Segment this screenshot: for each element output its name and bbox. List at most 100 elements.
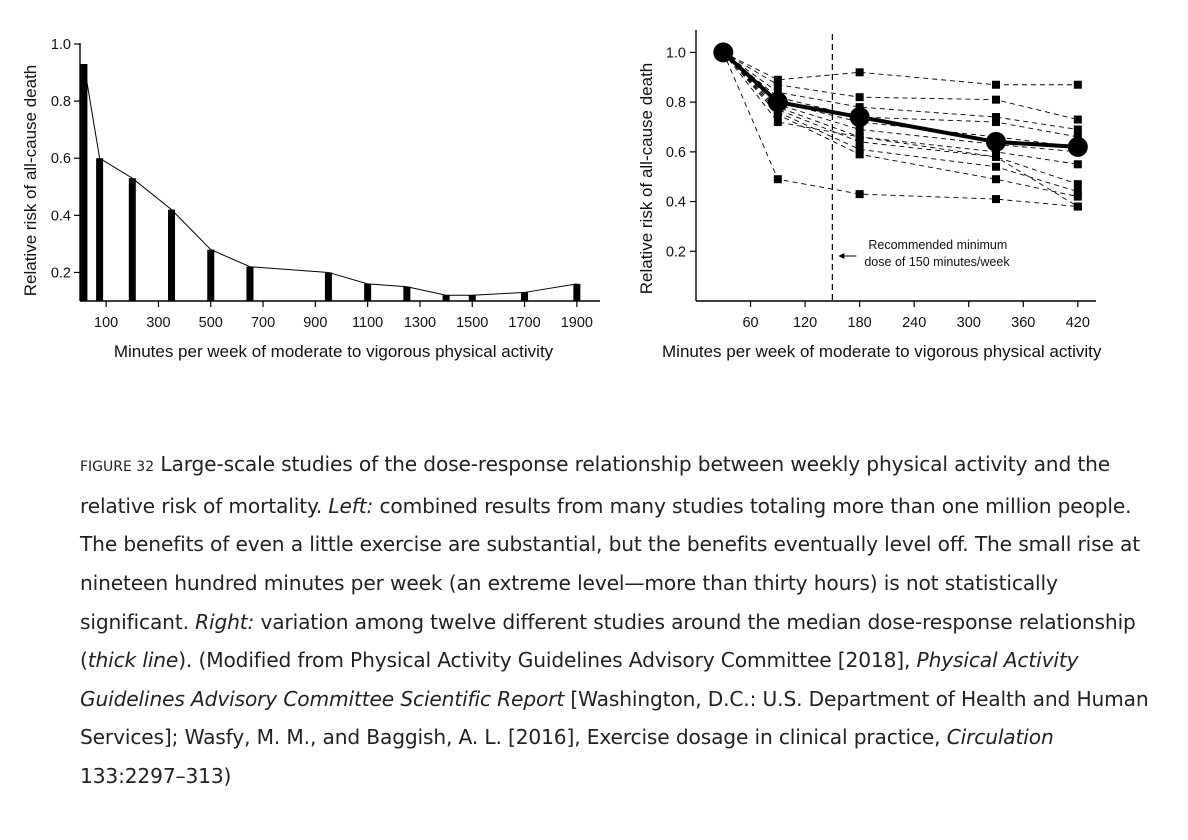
median-point bbox=[767, 92, 788, 113]
annotation-text: dose of 150 minutes/week bbox=[864, 255, 1010, 269]
study-line bbox=[722, 52, 1078, 207]
caption-text: ). (Modified from Physical Activity Guid… bbox=[178, 648, 917, 673]
bar bbox=[468, 295, 476, 301]
study-point bbox=[1073, 160, 1082, 169]
x-tick-label: 1500 bbox=[456, 315, 488, 331]
bar bbox=[246, 266, 254, 301]
study-point bbox=[1073, 180, 1082, 189]
study-point bbox=[992, 152, 1000, 161]
study-point bbox=[992, 118, 1000, 127]
study-point bbox=[1073, 125, 1082, 134]
bar bbox=[521, 292, 529, 301]
study-point bbox=[855, 150, 864, 159]
x-axis-label: Minutes per week of moderate to vigorous… bbox=[662, 342, 1102, 361]
study-point bbox=[1073, 187, 1082, 196]
median-point bbox=[986, 131, 1006, 152]
study-point bbox=[855, 132, 864, 141]
caption-text: variation among twelve different studies… bbox=[80, 609, 1136, 673]
x-tick-label: 180 bbox=[848, 315, 872, 331]
study-point bbox=[855, 145, 864, 154]
caption-italic-text: Physical Activity Guidelines Advisory Co… bbox=[80, 648, 1079, 711]
study-point bbox=[773, 80, 782, 89]
study-point bbox=[992, 195, 1000, 204]
study-point bbox=[855, 137, 864, 146]
caption-text: combined results from many studies total… bbox=[80, 493, 1140, 634]
x-tick-label: 300 bbox=[957, 315, 981, 331]
y-tick-label: 0.8 bbox=[51, 94, 71, 110]
x-tick-label: 420 bbox=[1066, 315, 1090, 331]
x-tick-label: 500 bbox=[199, 315, 223, 331]
study-point bbox=[1073, 80, 1082, 89]
caption-italic-text: Right: bbox=[195, 609, 255, 634]
x-tick-label: 60 bbox=[742, 315, 758, 331]
x-tick-label: 1300 bbox=[404, 315, 436, 331]
x-tick-label: 1900 bbox=[561, 315, 593, 331]
y-axis-label: Relative risk of all-cause death bbox=[637, 63, 656, 295]
x-tick-label: 1700 bbox=[508, 315, 540, 331]
study-point bbox=[992, 113, 1000, 122]
study-point bbox=[992, 162, 1000, 171]
figure-number: FIGURE 32 bbox=[80, 459, 155, 476]
bar bbox=[80, 63, 88, 301]
y-tick-label: 0.6 bbox=[666, 145, 686, 161]
x-tick-label: 900 bbox=[303, 315, 327, 331]
caption-italic-text: thick line bbox=[87, 648, 179, 673]
study-point bbox=[992, 95, 1000, 104]
chart-left: 0.2 0.4 0.6 0.8 1.0 100 300 500 700 900 1100 1300 15… bbox=[21, 37, 600, 361]
figure-caption: FIGURE 32 Large-scale studies of the dos… bbox=[80, 445, 1150, 795]
x-axis-label: Minutes per week of moderate to vigorous… bbox=[114, 342, 554, 361]
y-tick-label: 0.8 bbox=[666, 95, 686, 111]
y-tick-label: 0.4 bbox=[51, 208, 71, 224]
y-tick-label: 0.4 bbox=[666, 195, 686, 211]
study-line bbox=[723, 52, 1078, 130]
study-point bbox=[773, 110, 782, 119]
bar bbox=[573, 283, 581, 301]
bar bbox=[364, 283, 372, 301]
bar bbox=[168, 209, 176, 301]
chart-right: 0.2 0.4 0.6 0.8 1.0 60 120 180 240 300 360 420 Minut… bbox=[637, 30, 1102, 361]
study-point bbox=[1073, 192, 1082, 201]
median-point bbox=[849, 107, 870, 128]
study-line bbox=[722, 52, 1078, 153]
bar bbox=[207, 249, 215, 301]
study-point bbox=[855, 68, 864, 77]
study-point bbox=[992, 80, 1000, 89]
bar bbox=[403, 286, 411, 301]
x-tick-label: 1100 bbox=[352, 315, 383, 331]
x-tick-label: 120 bbox=[793, 315, 817, 331]
annotation-text: Recommended minimum bbox=[868, 238, 1007, 252]
bar bbox=[128, 178, 136, 301]
caption-italic-text: Left: bbox=[328, 493, 374, 518]
study-point bbox=[855, 93, 864, 102]
median-point bbox=[713, 42, 734, 63]
trend-line bbox=[83, 63, 577, 296]
y-axis-label: Relative risk of all-cause death bbox=[21, 65, 40, 297]
study-point bbox=[1073, 202, 1082, 211]
x-tick-label: 700 bbox=[251, 315, 275, 331]
study-point bbox=[855, 125, 864, 134]
study-line bbox=[723, 52, 1078, 86]
study-point bbox=[992, 175, 1000, 184]
y-tick-label: 0.2 bbox=[666, 244, 686, 260]
y-tick-label: 1.0 bbox=[51, 37, 71, 53]
bar bbox=[324, 272, 332, 301]
caption-text: [Washington, D.C.: U.S. Department of He… bbox=[80, 686, 1149, 750]
y-tick-label: 0.2 bbox=[51, 265, 71, 281]
x-tick-label: 100 bbox=[94, 315, 118, 331]
study-point bbox=[773, 175, 782, 184]
bar bbox=[96, 158, 104, 301]
y-tick-label: 1.0 bbox=[666, 45, 686, 61]
caption-italic-text: Circulation bbox=[946, 725, 1054, 750]
study-point bbox=[855, 190, 864, 199]
annotation-arrowhead bbox=[838, 253, 845, 259]
study-point bbox=[773, 75, 782, 84]
study-point bbox=[773, 118, 782, 127]
y-tick-label: 0.6 bbox=[51, 151, 71, 167]
study-line bbox=[722, 52, 1079, 207]
bar bbox=[442, 295, 450, 301]
study-line bbox=[722, 52, 1078, 193]
x-tick-label: 360 bbox=[1011, 315, 1035, 331]
x-tick-label: 240 bbox=[902, 315, 926, 331]
study-point bbox=[1073, 115, 1082, 124]
caption-text: Large-scale studies of the dose-response… bbox=[80, 452, 1111, 518]
